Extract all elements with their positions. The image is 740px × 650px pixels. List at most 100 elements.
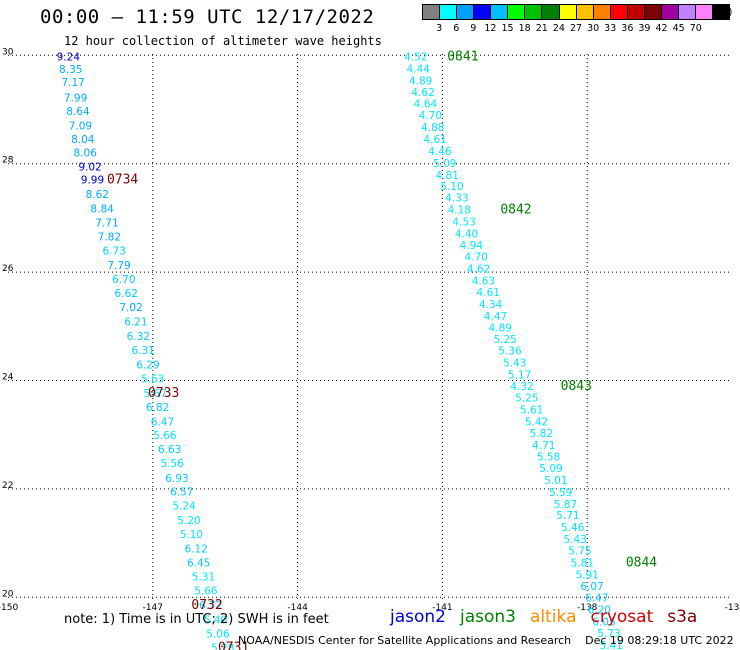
legend-unit: (ft) (718, 7, 733, 18)
pass-time-label: 0734 (107, 173, 138, 188)
swh-value-label: 5.09 (433, 158, 456, 170)
swh-value-label: 4.61 (477, 287, 500, 299)
swh-value-label: 5.66 (153, 430, 177, 442)
legend-swatch (576, 5, 594, 19)
swh-value-label: 7.71 (95, 218, 118, 230)
swh-value-label: 5.81 (571, 557, 594, 569)
swh-value-label: 5.41 (600, 640, 623, 650)
legend-swatch (474, 5, 492, 19)
legend-tick-label: 9 (470, 23, 477, 34)
x-tick-label: -150 (0, 603, 18, 613)
legend-swatch (610, 5, 628, 19)
swh-value-label: 5.67 (144, 388, 167, 400)
swh-value-label: 4.81 (436, 170, 459, 182)
legend-swatch (713, 5, 730, 19)
swh-value-label: 6.72 (199, 600, 222, 612)
swh-value-label: 5.42 (525, 416, 548, 428)
swh-value-label: 5.71 (556, 510, 579, 522)
y-tick-label: 22 (2, 481, 13, 491)
swh-value-label: 5.10 (180, 529, 203, 541)
swh-value-label: 5.28 (211, 642, 234, 650)
swh-value-label: 4.33 (445, 193, 468, 205)
legend-tick-label: 18 (518, 23, 531, 34)
legend-tick-label: 15 (501, 23, 514, 34)
swh-value-label: 5.87 (554, 499, 577, 511)
pass-time-label: 0732 (191, 598, 222, 613)
legend-swatch (542, 5, 560, 19)
legend-swatch (457, 5, 475, 19)
swh-value-label: 6.62 (115, 288, 138, 300)
legend-tick-label: 6 (453, 23, 460, 34)
swh-value-label: 5.40 (204, 614, 227, 626)
satellite-legend: jason2 jason3 altika cryosat s3a (390, 607, 711, 627)
swh-value-label: 5.01 (544, 475, 567, 487)
legend-tick-label: 42 (655, 23, 668, 34)
legend-swatches (422, 4, 730, 20)
swh-value-label: 4.62 (467, 264, 490, 276)
legend-swatch (525, 5, 543, 19)
pass-time-label: 0731 (218, 640, 249, 650)
swh-value-label: 9.24 (57, 52, 81, 64)
wave-height-color-legend: 3 6 9 12 15 18 21 24 27 30 33 36 39 42 45 70 (ft) (422, 4, 733, 38)
swh-value-label: 5.06 (206, 628, 230, 640)
x-tick-label: -147 (143, 603, 163, 613)
legend-tick-label: 45 (672, 23, 685, 34)
swh-value-label: 4.47 (484, 311, 507, 323)
credit-line: NOAA/NESDIS Center for Satellite Applica… (238, 634, 734, 647)
swh-value-label: 5.73 (597, 628, 620, 640)
swh-value-label: 4.32 (510, 381, 533, 393)
swh-value-label: 4.89 (409, 76, 432, 88)
y-tick-label: 28 (2, 156, 14, 166)
swh-value-label: 4.44 (407, 64, 431, 76)
swh-value-label: 5.43 (503, 357, 526, 369)
legend-tick-label: 27 (569, 23, 583, 34)
y-tick-label: 26 (2, 264, 14, 274)
swh-value-label: 5.61 (520, 405, 543, 417)
swh-value-label: 8.64 (66, 106, 90, 118)
swh-value-label: 6.47 (585, 593, 608, 605)
swh-value-label: 7.02 (119, 302, 142, 314)
swh-value-label: 4.70 (464, 252, 487, 264)
legend-tick-label: 33 (604, 23, 617, 34)
swh-value-label: 5.25 (515, 393, 538, 405)
y-tick-label: 24 (2, 372, 14, 382)
x-tick-label: -144 (287, 603, 308, 613)
swh-value-label: 6.82 (146, 402, 169, 414)
legend-swatch (423, 5, 441, 19)
swh-value-label: 5.43 (563, 534, 586, 546)
swh-value-label: 7.79 (107, 260, 130, 272)
swh-value-label: 9.99 (81, 175, 104, 187)
satellite-cryosat: cryosat (590, 607, 654, 627)
swh-value-label: 6.70 (112, 274, 135, 286)
pass-time-label: 0844 (626, 555, 657, 570)
swh-value-label: 5.09 (539, 463, 562, 475)
swh-value-label: 7.99 (64, 92, 87, 104)
swh-value-label: 9.02 (78, 162, 101, 174)
pass-time-label: 0841 (447, 50, 478, 65)
legend-swatch (644, 5, 662, 19)
legend-swatch (696, 5, 714, 19)
swh-value-label: 5.91 (576, 569, 599, 581)
swh-value-label: 5.63 (141, 374, 164, 386)
swh-value-label: 5.31 (192, 571, 215, 583)
legend-swatch (508, 5, 526, 19)
legend-swatch (678, 5, 696, 19)
swh-value-label: 4.88 (421, 122, 444, 134)
map-title: 00:00 – 11:59 UTC 12/17/2022 (40, 6, 375, 28)
swh-value-label: 7.09 (69, 121, 92, 133)
swh-value-label: 4.52 (404, 52, 427, 64)
satellite-altika: altika (530, 607, 577, 627)
map-subtitle: 12 hour collection of altimeter wave hei… (64, 34, 382, 48)
swh-value-label: 5.75 (568, 545, 591, 557)
swh-value-label: 4.71 (532, 440, 555, 452)
swh-value-label: 5.46 (561, 522, 585, 534)
x-tick-label: -13 (725, 603, 740, 613)
swh-value-label: 4.53 (452, 216, 475, 228)
legend-swatch (593, 5, 611, 19)
swh-value-label: 4.70 (419, 110, 442, 122)
pass-time-label: 0842 (500, 203, 531, 218)
swh-value-label: 8.62 (86, 189, 109, 201)
swh-value-label: 4.64 (414, 98, 438, 110)
swh-value-label: 6.73 (102, 246, 125, 258)
